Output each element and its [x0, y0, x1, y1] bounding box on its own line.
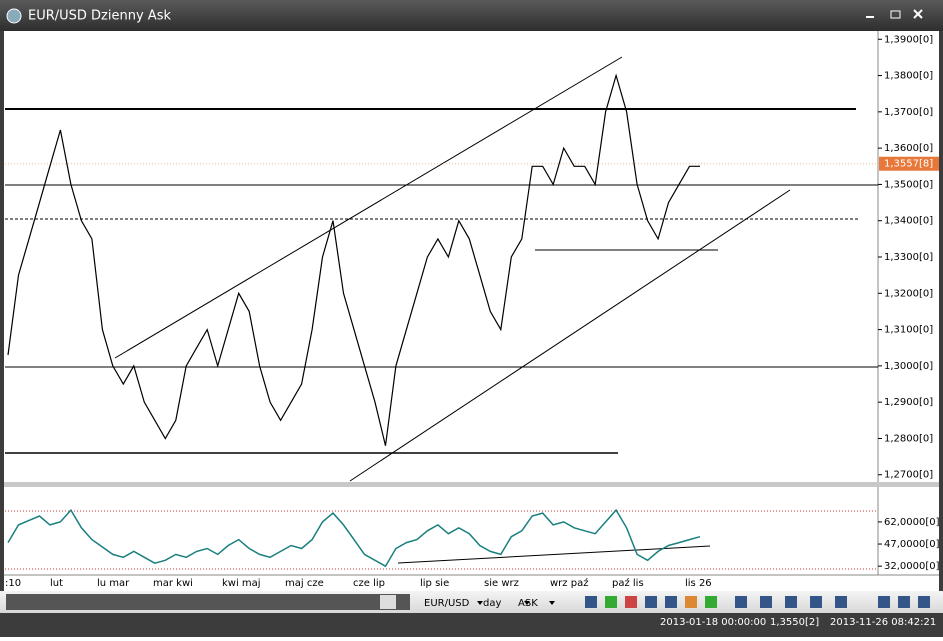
period-select[interactable]: day	[483, 598, 501, 609]
y-tick-label: 62,0000[0]	[884, 517, 940, 528]
drawings	[5, 56, 878, 564]
y-tick-label: 1,3100[0]	[884, 325, 933, 336]
title-bar	[0, 0, 943, 31]
status-date: 2013-01-18 00:00:00	[660, 617, 766, 628]
y-tick-label: 1,3700[0]	[884, 107, 933, 118]
y-tick-label: 1,3000[0]	[884, 361, 933, 372]
x-tick-label: wrz paź	[550, 577, 588, 589]
price-line	[7, 508, 701, 568]
maximize[interactable]	[890, 10, 901, 19]
x-tick-label: maj cze	[285, 578, 324, 589]
y-tick-label: 32,0000[0]	[884, 561, 940, 572]
x-tick-label: mar kwi	[153, 578, 193, 589]
x-tick-label: kwi maj	[222, 578, 261, 589]
x-tick-label: lu mar	[97, 578, 130, 589]
minimize[interactable]	[866, 16, 874, 18]
y-tick-label: 1,3500[0]	[884, 179, 933, 190]
x-tick-label: lut	[50, 578, 63, 589]
app-icon	[6, 8, 22, 24]
y-tick-label: 1,2900[0]	[884, 397, 933, 408]
window-title: EUR/USD Dzienny Ask	[28, 9, 171, 24]
scrollbar[interactable]	[6, 594, 410, 610]
dropdown-arrow	[524, 601, 530, 605]
status-bar	[0, 613, 943, 637]
status-price: 1,3550[2]	[770, 617, 819, 628]
y-tick-label: 1,3300[0]	[884, 252, 933, 263]
current-price-label: 1,3557[8]	[884, 159, 933, 170]
price-line	[7, 73, 700, 446]
y-tick-label: 1,3600[0]	[884, 143, 933, 154]
chart-area	[4, 31, 939, 591]
y-tick-label: 1,2800[0]	[884, 433, 933, 444]
y-tick-label: 1,3900[0]	[884, 34, 933, 45]
dropdown-arrow	[549, 601, 555, 605]
y-tick-label: 47,0000[0]	[884, 539, 940, 550]
toolbar-icons[interactable]	[585, 596, 930, 608]
scroll-thumb[interactable]	[380, 595, 396, 609]
symbol-select[interactable]: EUR/USD	[424, 598, 470, 609]
x-tick-label: paź lis	[612, 577, 644, 589]
dropdown-arrow	[477, 601, 483, 605]
y-tick-label: 1,2700[0]	[884, 470, 933, 481]
y-tick-label: 1,3200[0]	[884, 288, 933, 299]
x-tick-label: lis 26	[685, 578, 712, 589]
status-time: 2013-11-26 08:42:21	[830, 617, 936, 628]
panel-divider	[4, 482, 939, 487]
y-tick-label: 1,3800[0]	[884, 71, 933, 82]
y-tick-label: 1,3400[0]	[884, 216, 933, 227]
x-tick-label: sie wrz	[484, 578, 519, 589]
current-price-box	[879, 156, 939, 171]
x-tick-label: cze lip	[353, 578, 385, 589]
x-tick-label: :10	[5, 578, 21, 589]
x-tick-label: lip sie	[420, 578, 449, 589]
close[interactable]	[913, 9, 923, 19]
